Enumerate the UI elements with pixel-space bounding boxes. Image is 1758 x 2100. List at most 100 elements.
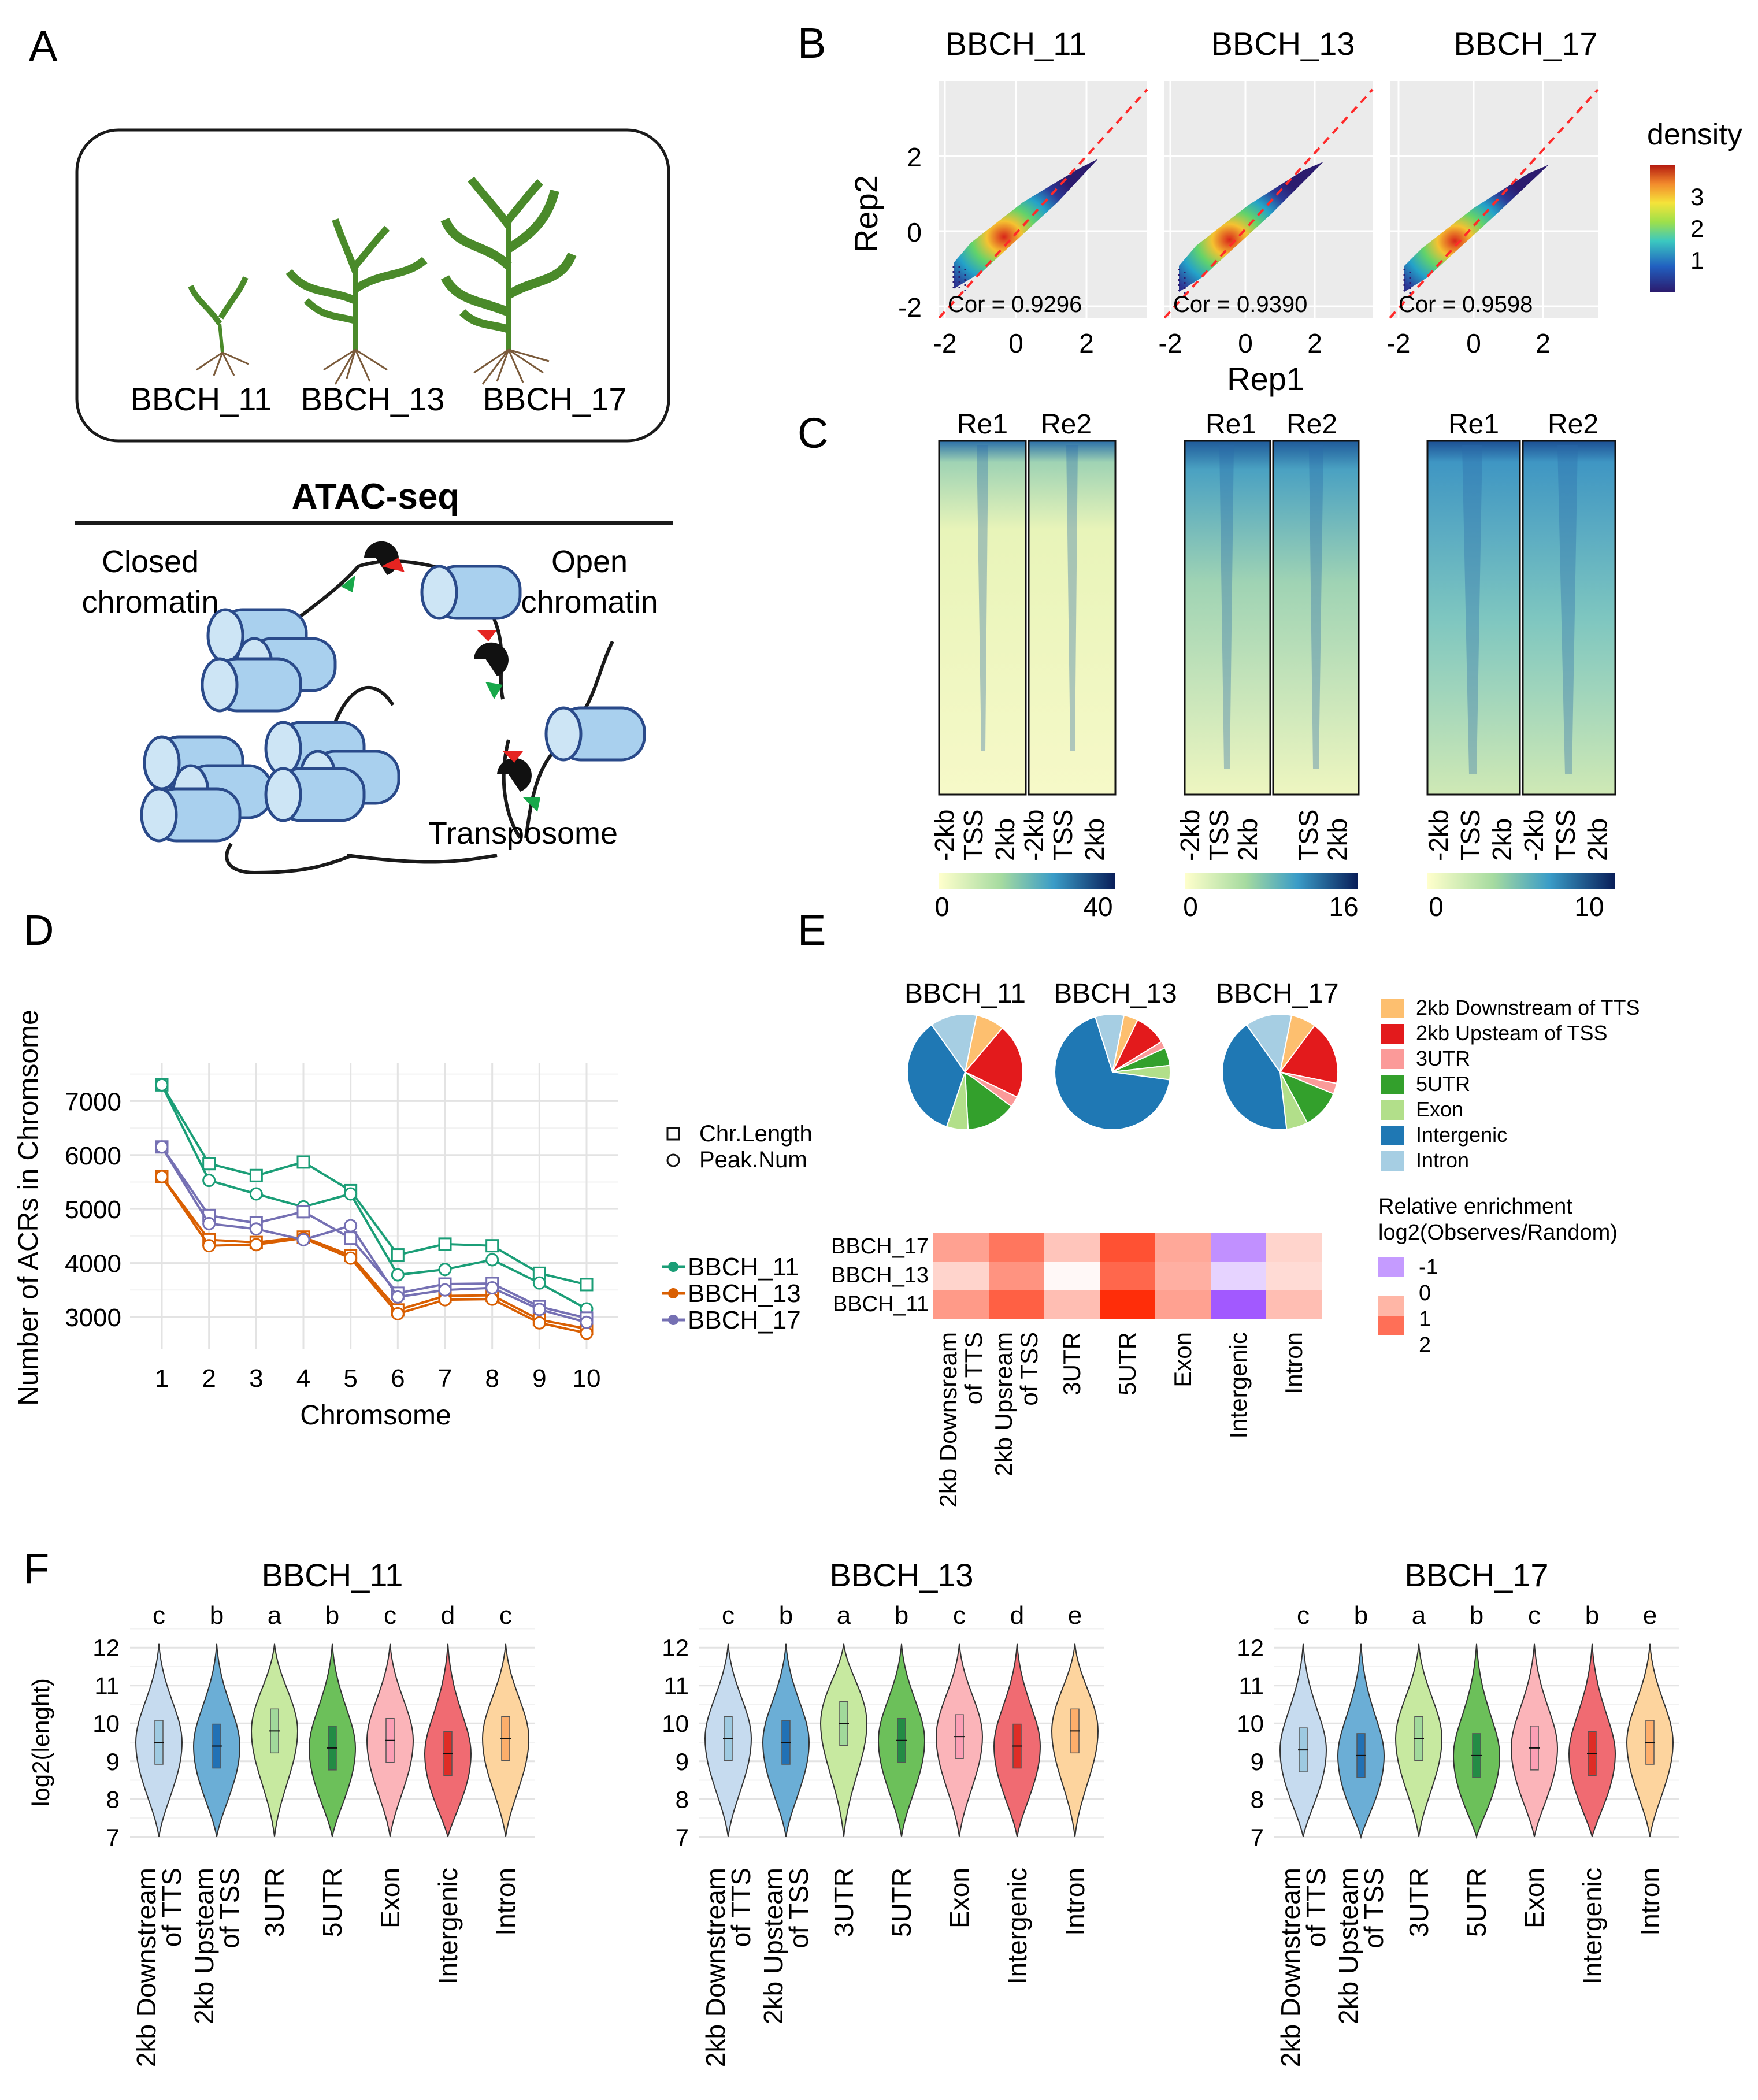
enrichment-cell: [1155, 1262, 1211, 1290]
heat1-scale-max: 40: [1083, 892, 1112, 922]
enrichment-cell: [1155, 1233, 1211, 1262]
heatmap-1-rep1: [938, 440, 1027, 796]
x-tick-label: 8: [485, 1364, 499, 1393]
point-circle: [391, 1307, 405, 1320]
scatter2-xtick-a: -2: [1159, 328, 1182, 358]
plant-bbch-17-icon: [440, 176, 577, 385]
heat2-rep2-label: Re2: [1286, 409, 1337, 440]
panel-d: D Number of ACRs in Chromsome Chromsome …: [13, 906, 813, 1431]
enrichment-col-label: 5UTR: [1114, 1332, 1141, 1396]
violin-x-label: Intron: [1060, 1868, 1090, 1936]
significance-letter: c: [1528, 1601, 1541, 1630]
point-circle: [532, 1303, 546, 1316]
atac-seq-title: ATAC-seq: [292, 477, 459, 517]
violin-x-label: Intron: [491, 1868, 521, 1936]
violin-y-tick: 10: [662, 1710, 689, 1737]
heat2-xtick-5: 2kb: [1322, 818, 1352, 861]
violin-x-label: Intergenic: [433, 1868, 463, 1984]
enrichment-col-label: Exon: [1169, 1332, 1196, 1387]
enrichment-col-label: 2kb Downsream: [934, 1332, 962, 1507]
heat1-xtick-2: TSS: [958, 810, 988, 861]
scatter-title-1: BBCH_11: [945, 25, 1087, 62]
enrichment-legend-title-1: Relative enrichment: [1378, 1194, 1572, 1219]
heat3-scale-min: 0: [1429, 892, 1444, 922]
enrichment-legend-tick-2: 0: [1419, 1281, 1431, 1305]
heat2-colorscale: [1185, 873, 1358, 889]
cor-label-2: Cor = 0.9390: [1173, 292, 1307, 317]
enrichment-cell: [1044, 1233, 1100, 1262]
y-tick-label: 7000: [65, 1088, 121, 1116]
y-tick-label: 4000: [65, 1250, 121, 1278]
density-legend-title: density: [1647, 118, 1742, 151]
scatter3-xtick-b: 0: [1466, 328, 1481, 358]
line-chart-ylabel: Number of ACRs in Chromsome: [13, 1010, 44, 1406]
panel-label-c: C: [798, 409, 828, 457]
point-circle: [438, 1263, 452, 1277]
x-tick-label: 3: [249, 1364, 263, 1393]
x-tick-label: 2: [202, 1364, 216, 1393]
point-square: [391, 1248, 405, 1262]
point-circle: [485, 1253, 499, 1267]
point-circle: [532, 1316, 546, 1330]
violin-x-label: 5UTR: [1462, 1868, 1492, 1937]
enrichment-cell: [1044, 1262, 1100, 1290]
heatmap-xticks: -2kb TSS 2kb -2kb TSS 2kb -2kb TSS 2kb T…: [929, 810, 1612, 861]
significance-letter: d: [1010, 1601, 1024, 1630]
heat1-colorscale: [939, 873, 1115, 889]
line-chart-yticks: 7000 6000 5000 4000 3000: [65, 1088, 121, 1332]
pie-legend-label: 2kb Downstream of TTS: [1416, 996, 1640, 1019]
x-tick-label: 6: [391, 1364, 405, 1393]
violin-y-tick: 7: [1251, 1824, 1264, 1851]
scatter-panel-1: Cor = 0.9296: [938, 81, 1148, 319]
heat3-xtick-4: -2kb: [1519, 810, 1549, 861]
stage-label-bbch-17: BBCH_17: [483, 381, 626, 417]
y-tick-label: 5000: [65, 1196, 121, 1224]
violin-y-tick: 7: [106, 1824, 120, 1851]
x-tick-label: 10: [573, 1364, 601, 1393]
stage-label-bbch-13: BBCH_13: [301, 381, 444, 417]
point-circle: [485, 1292, 499, 1306]
violin-x-label: 2kb Upsteam: [758, 1868, 788, 2024]
violin-y-tick: 12: [92, 1634, 120, 1661]
legend-series-1: BBCH_11: [662, 1253, 799, 1281]
x-tick-label: 9: [532, 1364, 546, 1393]
enrichment-cell: [989, 1262, 1044, 1290]
pie-slice-BBCH_13: [1094, 1014, 1125, 1073]
enrichment-cell: [989, 1290, 1044, 1319]
cor-label-3: Cor = 0.9598: [1399, 292, 1533, 317]
scatter-ytick-0: 0: [907, 217, 922, 247]
panel-a: A BBCH_11: [29, 22, 673, 875]
heat3-rep1-label: Re1: [1448, 409, 1499, 440]
heat1-xtick-4: -2kb: [1019, 810, 1049, 861]
scatter3-xtick-a: -2: [1387, 328, 1411, 358]
violin-x-label: Intergenic: [1002, 1868, 1032, 1984]
violin-y-tick: 12: [1237, 1634, 1264, 1661]
heat2-xtick-1: -2kb: [1175, 810, 1205, 861]
enrichment-cell: [1266, 1290, 1322, 1319]
pie-slice-BBCH_11: [964, 1070, 1012, 1130]
scatter1-xtick-a: -2: [933, 328, 957, 358]
violin-x-label: 2kb Downstream: [1275, 1868, 1305, 2067]
violin-y-tick: 12: [662, 1634, 689, 1661]
scatter-panel-3: Cor = 0.9598: [1389, 81, 1599, 319]
point-circle: [391, 1290, 405, 1304]
series-line-BBCH_13-chr_length: [161, 1175, 587, 1330]
violin-y-tick: 9: [676, 1748, 689, 1775]
enrichment-row-label: BBCH_17: [831, 1234, 929, 1259]
heat3-rep2-label: Re2: [1548, 409, 1598, 440]
panel-c: C Re1 Re2 Re1 Re2 Re1 Re2 -2kb TSS 2kb -…: [798, 409, 1616, 922]
scatter-title-3: BBCH_17: [1453, 25, 1597, 62]
heat2-rep1-label: Re1: [1206, 409, 1256, 440]
nucleosome-open-top: [420, 565, 522, 620]
legend-peak-num: Peak.Num: [699, 1147, 807, 1173]
scatter2-xtick-c: 2: [1307, 328, 1322, 358]
legend-series-1-label: BBCH_11: [688, 1253, 799, 1281]
pie-slice-BBCH_13: [1054, 1016, 1171, 1130]
enrichment-cell: [1266, 1233, 1322, 1262]
pie-legend-label: Exon: [1416, 1097, 1463, 1121]
pie-legend-swatch: [1381, 1126, 1404, 1145]
pie-slice-BBCH_17: [1278, 1071, 1334, 1124]
